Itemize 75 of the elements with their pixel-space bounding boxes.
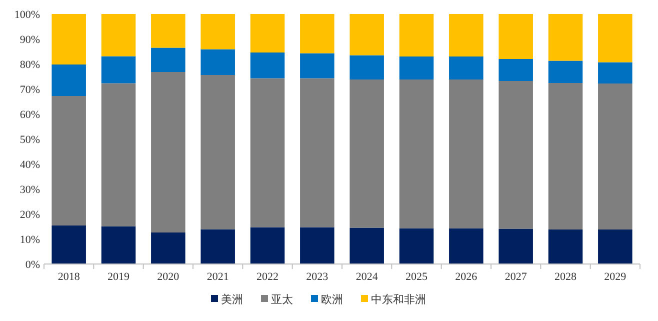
x-tick-label: 2029 <box>604 271 627 283</box>
bar <box>300 227 334 264</box>
bar <box>52 226 86 264</box>
bar <box>350 14 384 56</box>
bar <box>250 14 285 52</box>
y-tick-label: 40% <box>20 159 40 171</box>
bar <box>350 55 384 80</box>
bar <box>250 52 285 78</box>
x-tick-label: 2027 <box>504 271 528 283</box>
bar <box>498 14 533 59</box>
y-tick-label: 50% <box>20 134 40 146</box>
bar <box>101 56 136 84</box>
bar <box>101 14 136 56</box>
y-tick-label: 80% <box>20 59 40 71</box>
bar <box>300 14 334 54</box>
bar <box>200 229 235 264</box>
bar <box>350 80 384 228</box>
bar <box>52 64 86 96</box>
y-tick-label: 0% <box>25 259 40 271</box>
bar <box>52 96 86 226</box>
bar <box>250 78 285 228</box>
bar <box>151 14 186 48</box>
bar <box>101 226 136 264</box>
x-tick-label: 2019 <box>108 271 130 283</box>
x-tick-label: 2026 <box>455 271 478 283</box>
bar <box>399 80 434 228</box>
x-tick-label: 2020 <box>157 271 180 283</box>
bar <box>151 48 186 72</box>
bar <box>598 84 632 230</box>
bar <box>200 75 235 230</box>
bar <box>598 62 632 84</box>
bar <box>151 72 186 232</box>
bar <box>399 56 434 80</box>
bar <box>548 60 583 83</box>
bar <box>350 228 384 264</box>
y-tick-label: 30% <box>20 184 40 196</box>
y-tick-label: 60% <box>20 109 40 121</box>
bar <box>598 230 632 264</box>
bar <box>449 56 484 80</box>
x-tick-label: 2021 <box>206 271 229 283</box>
bar <box>101 83 136 226</box>
bar <box>498 81 533 229</box>
y-tick-label: 90% <box>20 34 40 46</box>
y-tick-label: 10% <box>20 234 40 246</box>
x-tick-label: 2018 <box>58 271 80 283</box>
x-tick-label: 2025 <box>406 271 428 283</box>
bar <box>200 14 235 50</box>
y-tick-label: 100% <box>14 9 40 21</box>
legend-label: 亚太 <box>271 293 293 306</box>
legend-label: 美洲 <box>221 293 243 306</box>
bar <box>498 59 533 81</box>
bar <box>548 14 583 61</box>
bar <box>151 232 186 264</box>
bar <box>449 80 484 228</box>
y-tick-label: 20% <box>20 209 40 221</box>
bar <box>300 78 334 228</box>
x-tick-label: 2024 <box>356 271 378 283</box>
x-tick-label: 2022 <box>256 271 278 283</box>
bar <box>449 14 484 56</box>
bar <box>200 49 235 75</box>
x-tick-label: 2028 <box>554 271 577 283</box>
bar <box>250 227 285 264</box>
bar <box>498 228 533 264</box>
legend-label: 中东和非洲 <box>371 293 426 306</box>
legend-label: 欧洲 <box>321 293 343 306</box>
bar <box>548 230 583 264</box>
bar <box>52 14 86 64</box>
bar <box>598 14 632 62</box>
y-tick-label: 70% <box>20 84 40 96</box>
bar <box>548 83 583 230</box>
bar <box>399 228 434 264</box>
bar <box>300 53 334 78</box>
bar <box>449 228 484 264</box>
x-tick-label: 2023 <box>306 271 329 283</box>
bar <box>399 14 434 56</box>
